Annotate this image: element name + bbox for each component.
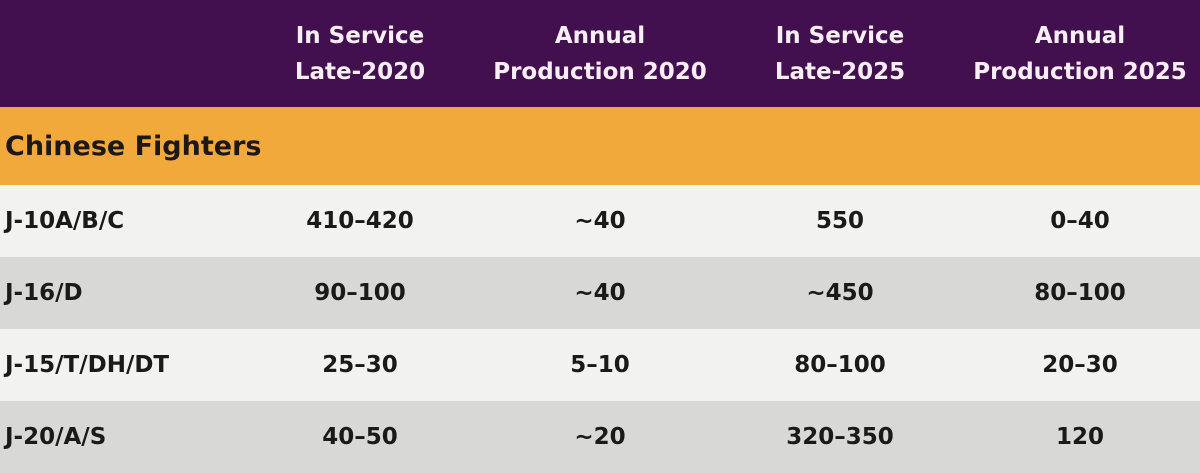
cell: 90–100 (314, 280, 406, 306)
cell: 410–420 (306, 208, 414, 234)
cell: ~40 (574, 280, 626, 306)
cell: 5–10 (570, 352, 630, 378)
cell: ~40 (574, 208, 626, 234)
column-header-line: In Service (295, 22, 425, 49)
section-title: Chinese Fighters (5, 130, 262, 162)
section-header-chinese-fighters: Chinese Fighters (0, 107, 1200, 185)
column-header-in-service-2020: In Service Late-2020 (240, 18, 480, 90)
column-header-annual-production-2020: Annual Production 2020 (480, 18, 720, 90)
row-label: J-15/T/DH/DT (5, 352, 170, 378)
column-header-line: Production 2020 (493, 58, 707, 85)
column-header-line: Annual (1034, 22, 1126, 49)
column-header-line: Late-2020 (294, 58, 426, 85)
column-header-annual-production-2025: Annual Production 2025 (960, 18, 1200, 90)
cell: 20–30 (1042, 352, 1118, 378)
cell: 25–30 (322, 352, 398, 378)
table-row: J-15/T/DH/DT 25–30 5–10 80–100 20–30 (0, 329, 1200, 401)
cell: ~20 (574, 424, 626, 450)
column-header-in-service-2025: In Service Late-2025 (720, 18, 960, 90)
cell: 80–100 (794, 352, 886, 378)
cell: 0–40 (1050, 208, 1110, 234)
cell: ~450 (806, 280, 874, 306)
column-header-line: Production 2025 (973, 58, 1187, 85)
table-row: J-20/A/S 40–50 ~20 320–350 120 (0, 401, 1200, 473)
cell: 80–100 (1034, 280, 1126, 306)
row-label: J-16/D (5, 280, 83, 306)
cell: 320–350 (786, 424, 894, 450)
table-row: J-16/D 90–100 ~40 ~450 80–100 (0, 257, 1200, 329)
cell: 40–50 (322, 424, 398, 450)
column-header-line: In Service (775, 22, 905, 49)
row-label: J-20/A/S (5, 424, 107, 450)
cell: 550 (815, 208, 864, 234)
column-header-line: Annual (554, 22, 646, 49)
table-header-row: In Service Late-2020 Annual Production 2… (0, 0, 1200, 107)
row-label: J-10A/B/C (5, 208, 125, 234)
column-header-line: Late-2025 (774, 58, 906, 85)
cell: 120 (1055, 424, 1104, 450)
table-row: J-10A/B/C 410–420 ~40 550 0–40 (0, 185, 1200, 257)
